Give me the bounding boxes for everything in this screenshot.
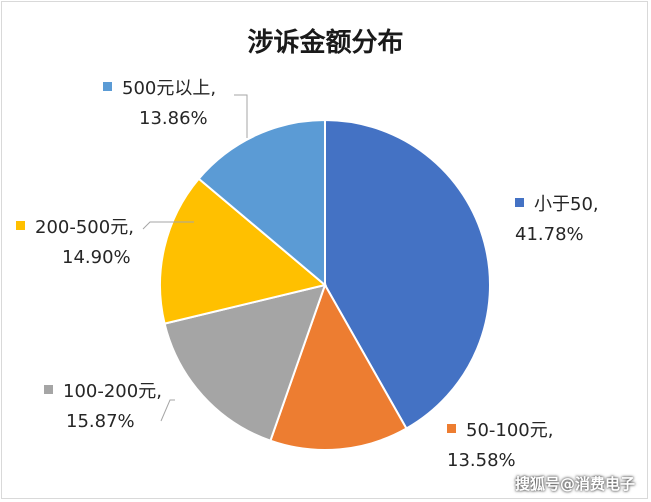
pie-slice-1 (269, 282, 408, 451)
data-label-less-than-50: 小于50, 41.78% (515, 194, 599, 245)
chart-title: 涉诉金额分布 (247, 28, 404, 58)
legend-swatch (447, 424, 456, 433)
data-label-50-100: 50-100元, 13.58% (447, 420, 554, 471)
legend-swatch (515, 198, 524, 207)
leader-line-2 (160, 399, 175, 422)
data-label-200-500: 200-500元, 14.90% (16, 213, 134, 273)
data-label-100-200: 100-200元, 15.87% (44, 377, 162, 437)
pie-slice-2 (163, 283, 327, 442)
legend-swatch (16, 221, 25, 230)
pie-slice-3 (159, 177, 328, 325)
pie-slice-4 (197, 118, 326, 288)
legend-swatch (103, 82, 112, 91)
leader-line-0 (234, 94, 248, 138)
data-label-500-plus: 500元以上, 13.86% (103, 74, 216, 134)
leader-line-1 (142, 221, 194, 230)
watermark: 搜狐号@消费电子 (514, 475, 635, 493)
legend-swatch (44, 385, 53, 394)
pie-slice-0 (324, 118, 491, 430)
